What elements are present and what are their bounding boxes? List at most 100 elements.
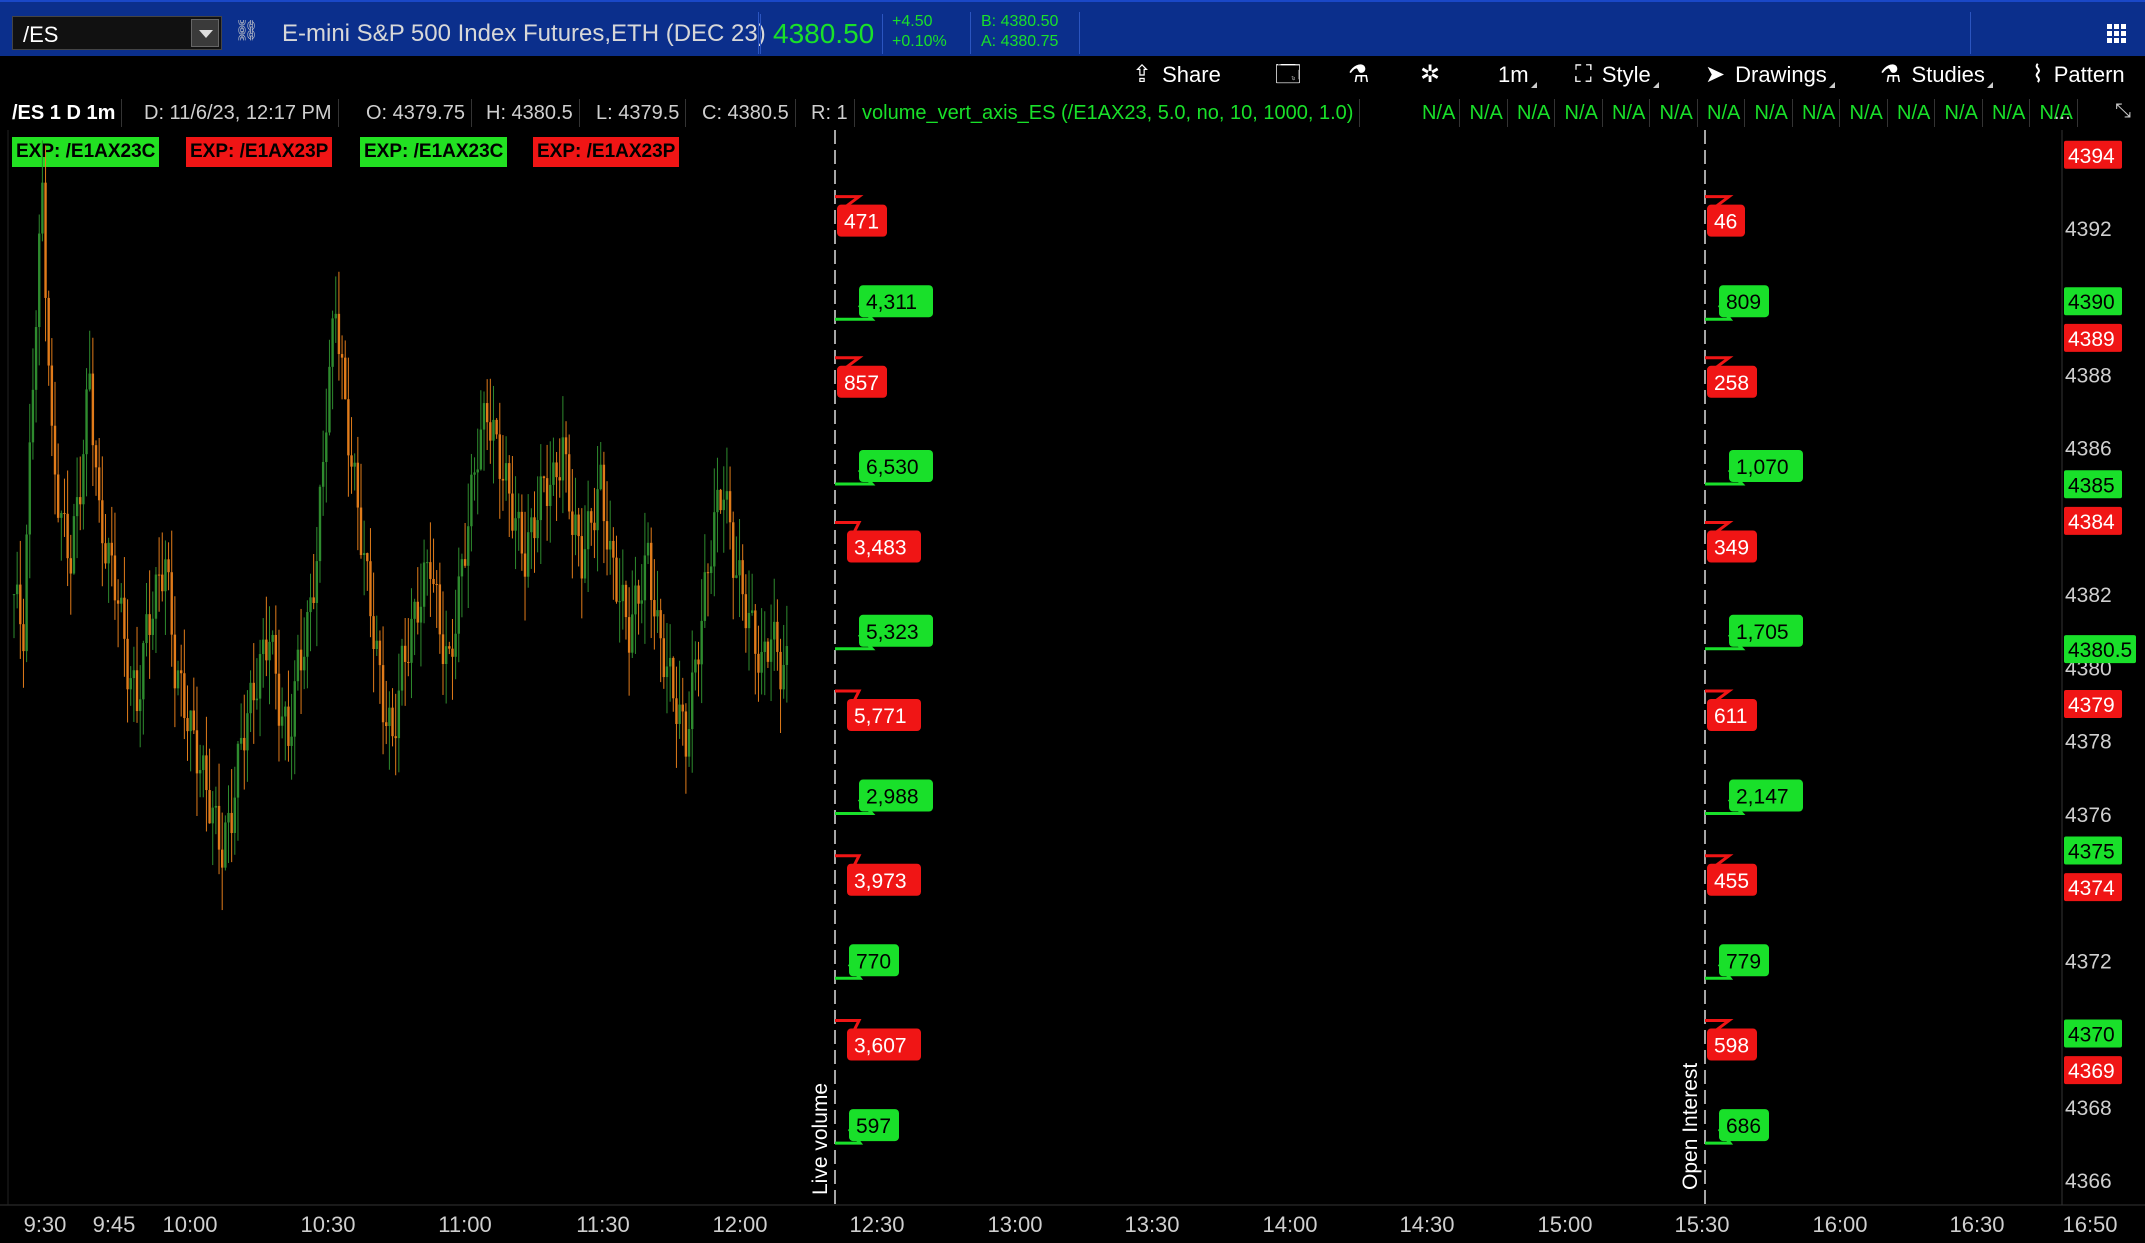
dropdown-corner-icon [1986, 82, 1993, 88]
candle-body [192, 710, 196, 731]
candle-body [681, 704, 684, 712]
candle-body [552, 462, 555, 485]
time-tick-label: 9:30 [24, 1212, 67, 1237]
volume-label-text: 3,607 [854, 1035, 907, 1058]
symbol-selector[interactable]: /ES [12, 16, 222, 50]
time-tick-label: 16:50 [2062, 1212, 2117, 1237]
candle-body [107, 542, 110, 564]
candle-body [501, 478, 505, 481]
candle-body [60, 513, 63, 518]
volume-bar-tick [835, 798, 876, 816]
candle-body [441, 634, 445, 665]
price-label-box [2064, 287, 2122, 316]
candle-body [738, 560, 741, 576]
candle-body [526, 532, 530, 577]
settings-button[interactable]: ✲ [1420, 56, 1450, 94]
candle-body [347, 399, 350, 456]
flask-button[interactable]: ⚗ [1348, 56, 1380, 94]
candle-body [495, 419, 498, 435]
candle-body [567, 454, 571, 512]
bid-price: B: 4380.50 [981, 13, 1059, 30]
volume-label-text: 597 [856, 1115, 891, 1138]
candle-body [435, 584, 438, 586]
price-tick-label: 4378 [2065, 731, 2112, 754]
time-tick-label: 9:45 [93, 1212, 136, 1237]
studies-dropdown[interactable]: ⚗ Studies [1880, 56, 1993, 94]
study-value-na: N/A [1988, 99, 2031, 127]
candle-body [94, 445, 98, 468]
drawings-dropdown[interactable]: ➤ Drawings [1705, 56, 1835, 94]
time-tick-label: 13:30 [1124, 1212, 1179, 1237]
divider [1970, 12, 1971, 54]
candle-body [593, 522, 596, 531]
divider [758, 12, 759, 54]
flask-icon: ⚗ [1880, 61, 1902, 88]
volume-label-text: 3,973 [854, 870, 907, 893]
candle-body [574, 514, 577, 535]
price-label-text: 4370 [2068, 1024, 2115, 1047]
info-button[interactable]: 🗔 [1275, 56, 1311, 94]
share-button[interactable]: ⇪ Share [1132, 56, 1221, 94]
candle-body [366, 553, 369, 562]
candle-body [621, 584, 625, 602]
candle-body [195, 730, 199, 774]
collapse-icon[interactable]: ⤡ [2115, 100, 2131, 122]
chevron-down-icon[interactable] [191, 19, 219, 47]
volume-bar-tick [835, 633, 876, 651]
candle-body [25, 534, 28, 652]
volume-label-text: 611 [1714, 705, 1747, 728]
volume-label-text: 686 [1726, 1115, 1761, 1138]
study-value-na: N/A [1846, 99, 1888, 127]
volume-label-text: 5,771 [854, 705, 907, 728]
price-tick-label: 4366 [2065, 1170, 2112, 1193]
study-value-na: N/A [2036, 99, 2078, 127]
candle-body [760, 651, 763, 673]
candle-body [255, 698, 259, 701]
candle-body [489, 422, 492, 441]
candle-body [744, 594, 748, 629]
candle-body [22, 624, 25, 652]
candle-body [299, 649, 303, 671]
candle-body [618, 601, 621, 603]
link-icon[interactable]: ⛓ [234, 20, 260, 42]
volume-bar-tick [835, 304, 876, 321]
candle-body [138, 699, 142, 712]
candle-body [482, 403, 486, 430]
candle-body [662, 638, 666, 678]
volume-axis-label: Open Interest [1679, 1063, 1702, 1190]
study-header: /ES 1 D 1m D: 11/6/23, 12:17 PM O: 4379.… [0, 96, 2145, 130]
candle-body [779, 651, 782, 690]
volume-label-box [1719, 944, 1769, 977]
candle-body [167, 559, 170, 573]
study-value-na: N/A [1656, 99, 1698, 127]
candle-body [126, 638, 129, 690]
symbol-input[interactable]: /ES [23, 22, 59, 47]
candle-body [344, 357, 347, 400]
timeframe-dropdown[interactable]: 1m [1498, 56, 1537, 94]
candle-body [290, 736, 293, 746]
candle-body [82, 454, 85, 505]
price-label-text: 4375 [2068, 840, 2115, 863]
study-overflow[interactable]: ... [2054, 102, 2071, 124]
candle-body [369, 561, 372, 617]
volume-label-box [1729, 779, 1803, 812]
volume-bar-tick [1705, 963, 1734, 980]
percent-change: +0.10% [892, 33, 947, 50]
study-value-na: N/A [1941, 99, 1983, 127]
info-icon: 🗔 [1275, 61, 1302, 88]
candle-body [457, 576, 460, 634]
volume-label-box [1719, 1109, 1769, 1142]
candle-body [233, 797, 237, 834]
pattern-dropdown[interactable]: ⌇ Pattern [2032, 56, 2125, 94]
candle-body [79, 497, 82, 505]
gear-icon: ✲ [1420, 61, 1441, 88]
chart-title: /ES 1 D 1m [6, 99, 123, 127]
candle-body [782, 664, 785, 690]
candle-body [668, 657, 672, 667]
candle-body [334, 313, 337, 319]
study-label[interactable]: volume_vert_axis_ES (/E1AX23, 5.0, no, 1… [856, 99, 1361, 127]
style-dropdown[interactable]: ⛶ Style [1575, 56, 1659, 94]
grid-menu-icon[interactable] [2107, 24, 2127, 44]
